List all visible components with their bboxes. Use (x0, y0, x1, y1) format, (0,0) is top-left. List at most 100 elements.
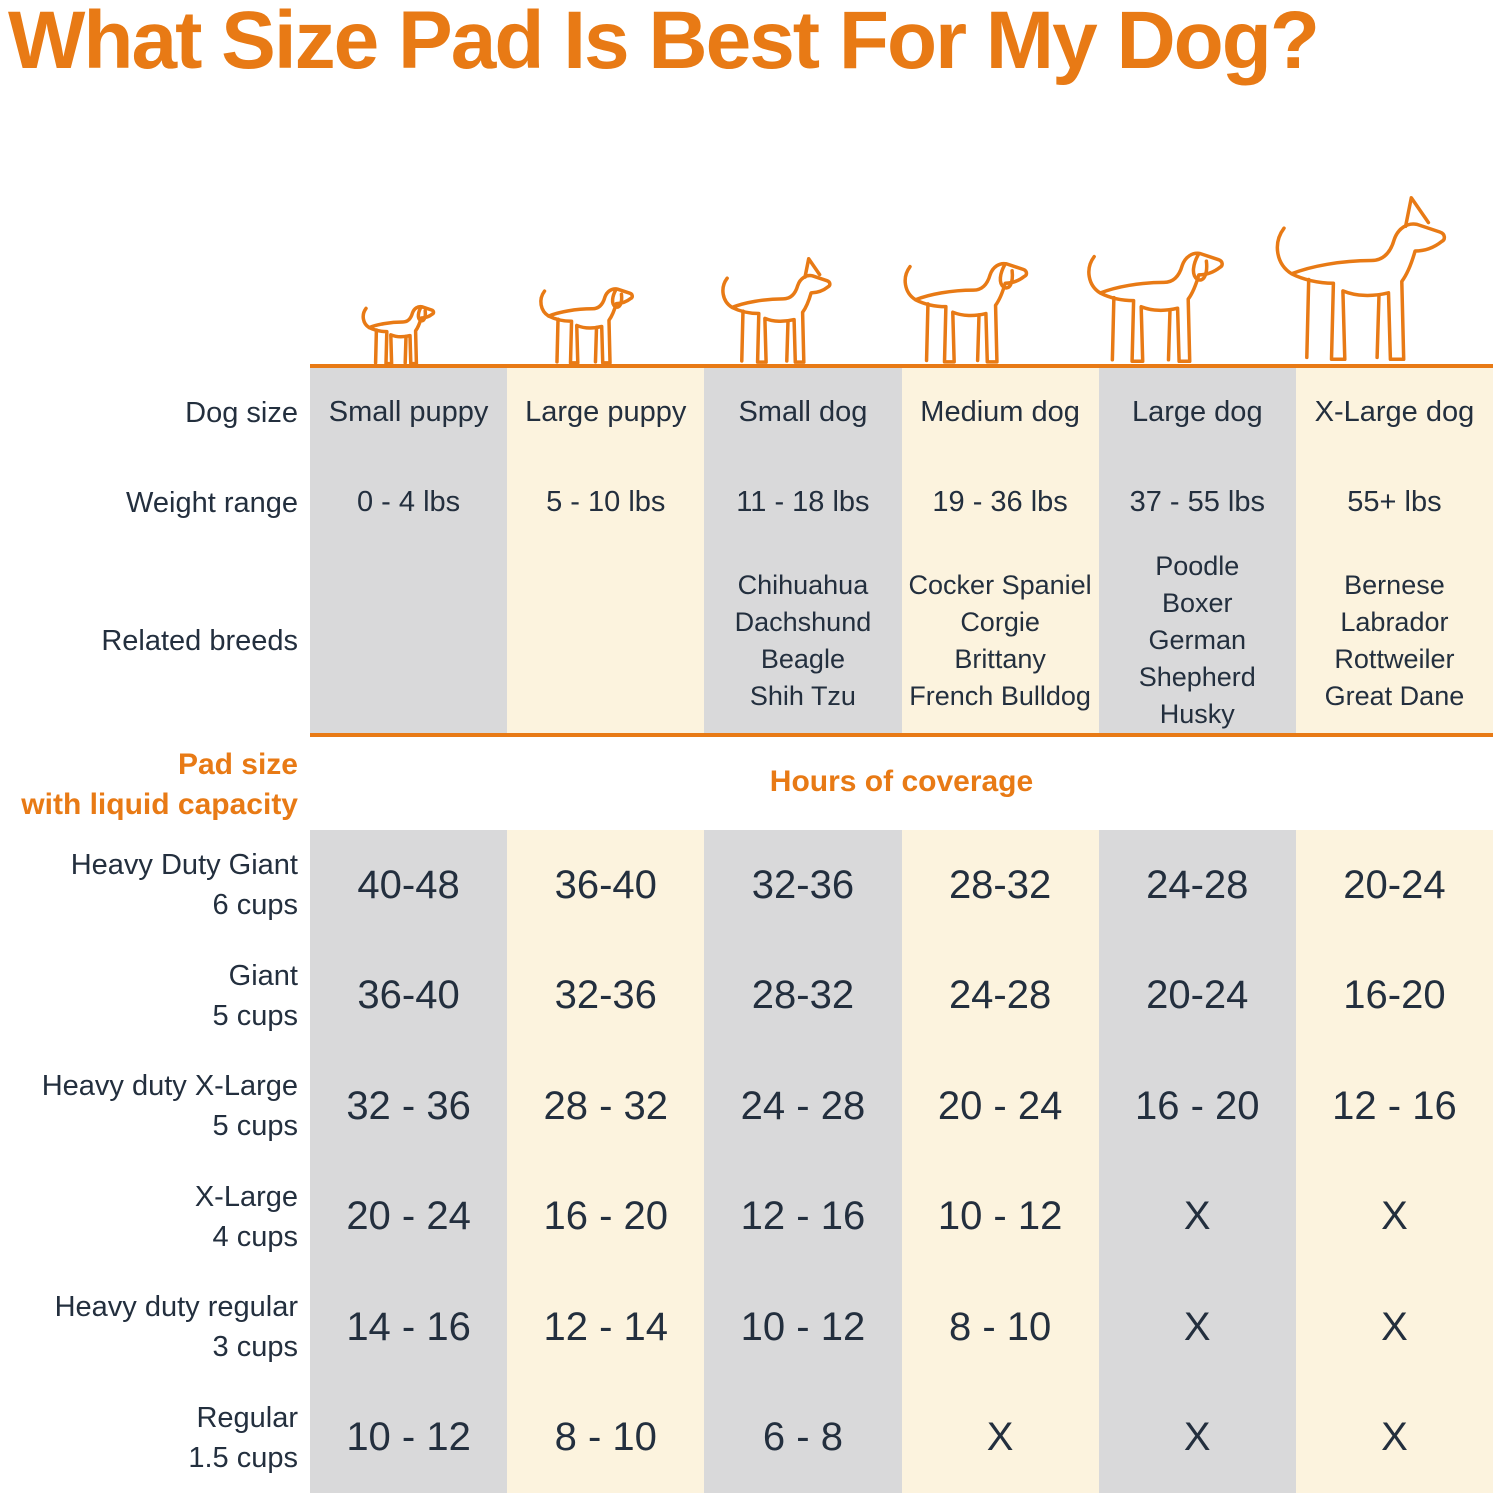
hours-cell: 28-32 (948, 862, 1052, 907)
pad-row-label: X-Large 4 cups (0, 1162, 298, 1272)
hours-cell: 10 - 12 (740, 1304, 866, 1349)
hours-of-coverage-header: Hours of coverage (769, 765, 1034, 798)
section-divider-line (310, 733, 1493, 737)
col-x-large-dog: X-Large dog 55+ lbs Bernese Labrador Rot… (1295, 368, 1494, 733)
hours-col-large-dog: 24-28 20-24 16 - 20 X X X (1098, 830, 1296, 1493)
weight-range-value: 55+ lbs (1347, 485, 1442, 518)
hours-cell: 16 - 20 (1135, 1083, 1260, 1128)
hours-cell: 12 - 16 (740, 1194, 866, 1239)
pad-name: Heavy duty X-Large (41, 1070, 298, 1102)
related-breeds-value (310, 548, 507, 733)
related-breeds-value: Chihuahua Dachshund Beagle Shih Tzu (734, 569, 872, 711)
hours-cell: 24 - 28 (740, 1083, 866, 1128)
weight-range-value: 37 - 55 lbs (1129, 485, 1265, 518)
hours-cell: 16-20 (1343, 973, 1446, 1018)
pad-name: X-Large (194, 1181, 298, 1213)
hours-cell: 40-48 (357, 862, 460, 907)
hours-cell: 24-28 (1146, 862, 1249, 907)
hours-cell: X (1381, 1415, 1408, 1460)
hours-cell: 20 - 24 (937, 1083, 1063, 1128)
hours-cell: 6 - 8 (762, 1415, 843, 1460)
hours-cell: 8 - 10 (948, 1304, 1052, 1349)
hours-cell: 32-36 (751, 862, 855, 907)
ground-line (310, 364, 1493, 368)
pad-name: Regular (196, 1402, 298, 1434)
hours-cell: X (1381, 1304, 1408, 1349)
dog-size-value: Medium dog (920, 395, 1080, 428)
pad-name: Heavy Duty Giant (70, 849, 298, 881)
weight-range-value: 11 - 18 lbs (736, 485, 870, 518)
pad-capacity: 6 cups (212, 889, 298, 921)
hours-col-large-puppy: 36-40 32-36 28 - 32 16 - 20 12 - 14 8 - … (507, 830, 705, 1493)
x-large-dog-icon (1265, 174, 1493, 366)
dog-info-table: Small puppy 0 - 4 lbs Large puppy 5 - 10… (310, 368, 1494, 733)
weight-range-label: Weight range (126, 486, 298, 519)
hours-col-medium-dog: 28-32 24-28 20 - 24 10 - 12 8 - 10 X (901, 830, 1099, 1493)
pad-capacity: 1.5 cups (188, 1442, 298, 1474)
hours-cell: X (1183, 1194, 1211, 1239)
hours-cell: 8 - 10 (554, 1415, 657, 1460)
medium-dog-icon (896, 228, 1062, 366)
related-breeds-value (507, 548, 704, 733)
pad-name: Giant (228, 960, 298, 992)
pad-row-label: Regular 1.5 cups (0, 1383, 298, 1493)
hours-col-x-large-dog: 20-24 16-20 12 - 16 X X X (1295, 830, 1494, 1493)
hours-cell: 20-24 (1343, 862, 1446, 907)
dog-size-label: Dog size (185, 396, 298, 429)
small-puppy-dog-icon (361, 305, 435, 366)
hours-cell: 28-32 (751, 973, 855, 1018)
weight-range-value: 5 - 10 lbs (546, 485, 666, 518)
related-breeds-label: Related breeds (101, 624, 298, 657)
weight-range-value: 19 - 36 lbs (932, 485, 1068, 518)
pad-size-header: Pad size with liquid capacity (21, 748, 298, 821)
hours-col-small-dog: 32-36 28-32 24 - 28 12 - 16 10 - 12 6 - … (704, 830, 902, 1493)
hours-cell: 24-28 (948, 973, 1052, 1018)
hours-cell: 16 - 20 (543, 1194, 669, 1239)
large-puppy-dog-icon (539, 287, 635, 365)
related-breeds-value: Poodle Boxer German Shepherd Husky (1138, 551, 1256, 729)
dog-illustrations-row (310, 168, 1493, 366)
dog-size-value: Large dog (1131, 395, 1263, 428)
pad-row-label: Heavy duty regular 3 cups (0, 1272, 298, 1382)
hours-cell: 36-40 (554, 862, 657, 907)
col-small-puppy: Small puppy 0 - 4 lbs (310, 368, 508, 733)
hours-cell: 12 - 14 (543, 1304, 669, 1349)
pad-capacity: 5 cups (212, 1110, 298, 1142)
hours-cell: 20 - 24 (346, 1194, 471, 1239)
col-medium-dog: Medium dog 19 - 36 lbs Cocker Spaniel Co… (901, 368, 1099, 733)
page-title: What Size Pad Is Best For My Dog? (8, 0, 1320, 86)
pad-capacity: 5 cups (212, 1000, 298, 1032)
hours-cell: 32 - 36 (346, 1083, 471, 1128)
hours-table: 40-48 36-40 32 - 36 20 - 24 14 - 16 10 -… (310, 830, 1494, 1493)
hours-cell: X (1381, 1194, 1408, 1239)
pad-row-label: Heavy duty X-Large 5 cups (0, 1051, 298, 1161)
hours-cell: 36-40 (357, 973, 460, 1018)
large-dog-icon (1079, 214, 1261, 366)
hours-cell: 20-24 (1146, 973, 1249, 1018)
dog-size-value: Small dog (738, 395, 868, 428)
hours-cell: 14 - 16 (346, 1304, 471, 1349)
col-small-dog: Small dog 11 - 18 lbs Chihuahua Dachshun… (704, 368, 902, 733)
pad-capacity: 3 cups (212, 1331, 298, 1363)
col-large-puppy: Large puppy 5 - 10 lbs (507, 368, 705, 733)
small-dog-icon (715, 244, 861, 366)
hours-cell: 10 - 12 (346, 1415, 471, 1460)
pad-row-label: Heavy Duty Giant 6 cups (0, 830, 298, 940)
hours-cell: 12 - 16 (1332, 1083, 1457, 1128)
dog-size-value: Large puppy (525, 395, 687, 428)
hours-col-small-puppy: 40-48 36-40 32 - 36 20 - 24 14 - 16 10 -… (310, 830, 508, 1493)
dog-size-value: Small puppy (328, 395, 489, 428)
hours-cell: 28 - 32 (543, 1083, 669, 1128)
col-large-dog: Large dog 37 - 55 lbs Poodle Boxer Germa… (1098, 368, 1296, 733)
related-breeds-value: Bernese Labrador Rottweiler Great Dane (1324, 569, 1465, 711)
pad-name: Heavy duty regular (54, 1291, 298, 1323)
hours-cell: 10 - 12 (937, 1194, 1063, 1239)
hours-cell: X (1183, 1415, 1211, 1460)
hours-cell: X (1183, 1304, 1211, 1349)
weight-range-value: 0 - 4 lbs (357, 485, 461, 518)
pad-row-label: Giant 5 cups (0, 941, 298, 1051)
dog-size-value: X-Large dog (1314, 395, 1475, 428)
pad-capacity: 4 cups (212, 1221, 298, 1253)
related-breeds-value: Cocker Spaniel Corgie Brittany French Bu… (908, 569, 1092, 711)
